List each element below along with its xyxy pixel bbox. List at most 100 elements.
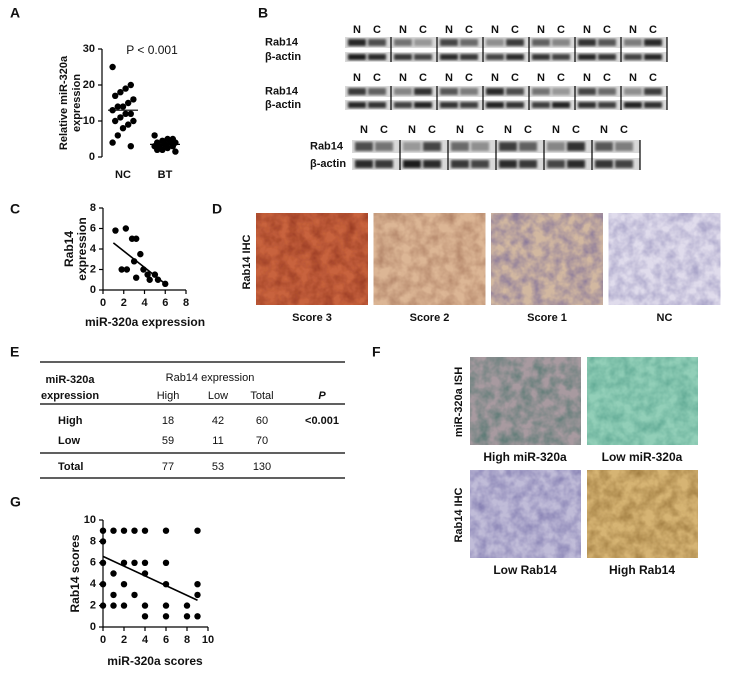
x-tick-label: 2	[121, 297, 127, 309]
micrograph-texture	[608, 213, 721, 305]
y-tick-label: 4	[90, 578, 97, 590]
y-tick-label: 4	[90, 243, 97, 255]
lane-label: N	[537, 72, 545, 84]
band	[506, 54, 524, 60]
lane-label: C	[603, 72, 611, 84]
lane-label: N	[399, 72, 407, 84]
band	[644, 102, 662, 108]
y-tick-label: 0	[89, 151, 95, 163]
lane-label: N	[491, 24, 499, 36]
y-tick-label: 30	[83, 43, 95, 55]
band	[460, 54, 478, 60]
y-axis-label: Relative miR-320a	[58, 55, 70, 150]
lane-label: C	[428, 124, 436, 136]
lane-label: N	[629, 24, 637, 36]
lane-label: C	[419, 72, 427, 84]
band	[615, 160, 633, 168]
regression-line	[102, 555, 198, 601]
data-point	[194, 527, 201, 534]
lane-label: C	[572, 124, 580, 136]
data-point	[125, 121, 132, 128]
image-caption: High miR-320a	[483, 450, 567, 464]
column-header: High	[157, 390, 180, 402]
band	[532, 39, 550, 46]
group-header: Rab14 expression	[166, 372, 255, 384]
x-tick-label: NC	[115, 169, 131, 181]
band-label: Rab14	[265, 36, 299, 48]
data-point	[119, 103, 127, 110]
image-caption: NC	[657, 312, 673, 324]
data-point	[162, 613, 170, 620]
data-point	[127, 81, 134, 89]
data-point	[110, 591, 117, 599]
data-point	[172, 148, 179, 155]
lane-label: N	[629, 72, 637, 84]
lane-label: C	[557, 72, 565, 84]
lane-label: N	[583, 72, 591, 84]
lane-label: C	[380, 124, 388, 136]
data-point	[99, 559, 107, 566]
data-point	[141, 527, 149, 534]
band	[355, 142, 373, 151]
band	[368, 54, 386, 60]
band	[423, 142, 441, 151]
data-point	[112, 117, 119, 125]
x-tick-label: 8	[184, 634, 190, 646]
band	[598, 54, 616, 60]
table-cell: 60	[256, 415, 268, 427]
stain-label: Rab14 IHC	[453, 487, 465, 542]
data-point	[162, 559, 170, 566]
band	[624, 102, 642, 108]
y-tick-label: 0	[90, 621, 96, 633]
band	[567, 142, 585, 151]
data-point	[133, 274, 140, 281]
row-header: expression	[41, 390, 99, 402]
band	[615, 142, 633, 151]
data-point	[162, 527, 170, 534]
data-point	[194, 591, 201, 599]
data-point	[127, 143, 134, 150]
lane-label: C	[373, 72, 381, 84]
data-point	[112, 92, 119, 100]
band-label: Rab14	[265, 85, 299, 97]
band	[368, 88, 386, 95]
y-tick-label: 10	[83, 115, 95, 127]
band	[460, 102, 478, 108]
data-point	[99, 602, 107, 609]
x-tick-label: 4	[141, 297, 148, 309]
band	[499, 142, 517, 151]
image-caption: High Rab14	[609, 563, 675, 577]
band	[414, 54, 432, 60]
lane-label: C	[511, 24, 519, 36]
band	[552, 88, 570, 95]
x-tick-label: 0	[100, 634, 106, 646]
data-point	[154, 146, 161, 153]
data-point	[183, 602, 191, 609]
band	[552, 54, 570, 60]
panel-letter: E	[10, 344, 19, 360]
panel-letter: F	[372, 344, 381, 360]
data-point	[183, 613, 191, 620]
lane-label: N	[583, 24, 591, 36]
data-point	[194, 613, 201, 620]
band	[644, 54, 662, 60]
image-caption: Low miR-320a	[602, 450, 683, 464]
table-cell: 70	[256, 435, 268, 447]
data-point	[159, 146, 166, 153]
band	[471, 142, 489, 151]
data-point	[109, 63, 116, 71]
band	[598, 39, 616, 46]
lane-label: N	[537, 24, 545, 36]
band	[547, 160, 565, 168]
data-point	[131, 559, 138, 566]
band	[506, 102, 524, 108]
band	[595, 142, 613, 151]
data-point	[122, 225, 130, 232]
band	[394, 88, 412, 95]
lane-label: N	[491, 72, 499, 84]
band	[368, 39, 386, 46]
data-point	[133, 235, 140, 242]
lane-label: N	[408, 124, 416, 136]
micrograph-texture	[373, 213, 486, 305]
